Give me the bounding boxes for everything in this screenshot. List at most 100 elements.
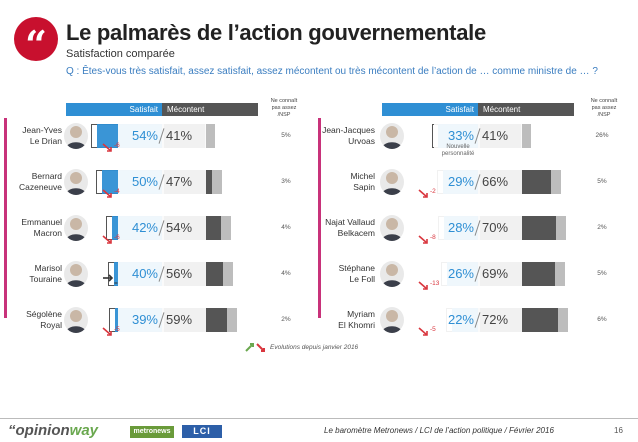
- mecontent-value: 72%: [482, 312, 509, 327]
- mecontent-value: 59%: [166, 312, 193, 327]
- new-personality-note: Nouvelle: [446, 144, 470, 150]
- satisfait-value: 50%: [131, 174, 158, 189]
- mecontent-value: 70%: [482, 220, 509, 235]
- minister-name: Stéphane: [338, 263, 375, 273]
- mecontent-value: 69%: [482, 266, 509, 281]
- nsp-value: 4%: [281, 270, 291, 277]
- trend-down-icon: [102, 140, 114, 152]
- nsp-value: 5%: [281, 132, 291, 139]
- page-title: Le palmarès de l’action gouvernementale: [66, 20, 486, 45]
- evolution-value: =: [114, 280, 118, 287]
- nsp-header: Ne connaît: [590, 98, 618, 104]
- evolution-value: -8: [430, 234, 436, 241]
- logo-way-text: way: [69, 422, 99, 439]
- trend-down-icon: [102, 232, 114, 244]
- evolution-value: -5: [114, 326, 120, 333]
- nsp-header: /NSP: [277, 112, 291, 118]
- minister-name: Najat Vallaud: [325, 217, 375, 227]
- footer-divider: [0, 418, 638, 419]
- minister-name: Michel: [350, 171, 375, 181]
- minister-name: Macron: [33, 228, 62, 238]
- nsp-value: 6%: [597, 316, 607, 323]
- nsp-header: /NSP: [597, 112, 611, 118]
- satisfait-value: 39%: [131, 312, 158, 327]
- nsp-value: 3%: [281, 178, 291, 185]
- page-number: 16: [614, 426, 623, 435]
- nsp-header: Ne connaît: [270, 98, 298, 104]
- minister-photo: [380, 169, 404, 195]
- lci-logo: LCI: [182, 425, 222, 438]
- quote-logo-icon: “: [14, 17, 58, 67]
- evolution-legend: Evolutions depuis janvier 2016: [270, 344, 359, 351]
- opinionway-logo: “opinionway: [8, 422, 99, 439]
- nsp-header: pas assez: [591, 105, 617, 111]
- minister-photo: [64, 261, 88, 287]
- minister-name: Bernard: [31, 171, 62, 181]
- nsp-value: 4%: [281, 224, 291, 231]
- satisfait-value: 26%: [447, 266, 474, 281]
- trend-down-icon: [102, 324, 114, 336]
- minister-name: Myriam: [347, 309, 375, 319]
- minister-photo: [64, 307, 88, 333]
- mecontent-value: 41%: [482, 128, 509, 143]
- mecontent-value: 66%: [482, 174, 509, 189]
- minister-photo: [380, 261, 404, 287]
- minister-photo: [64, 215, 88, 241]
- nsp-value: 26%: [595, 132, 609, 139]
- minister-name: Jean-Jacques: [322, 125, 375, 135]
- minister-photo: [380, 215, 404, 241]
- nsp-header: pas assez: [271, 105, 297, 111]
- evolution-value: -13: [430, 280, 440, 287]
- minister-photo: [380, 123, 404, 149]
- satisfait-value: 28%: [447, 220, 474, 235]
- minister-name: Emmanuel: [21, 217, 62, 227]
- trend-down-icon: [418, 278, 430, 290]
- nsp-value: 5%: [597, 178, 607, 185]
- mecontent-value: 56%: [166, 266, 193, 281]
- satisfait-value: 54%: [131, 128, 158, 143]
- panel-accent-bar: [4, 118, 7, 318]
- evolution-value: -6: [114, 234, 120, 241]
- minister-photo: [380, 307, 404, 333]
- mecontent-value: 54%: [166, 220, 193, 235]
- evolution-value: -6: [114, 142, 120, 149]
- logo-opinion-text: opinion: [15, 422, 70, 439]
- minister-name: Royal: [40, 320, 62, 330]
- evolution-value: -2: [430, 188, 436, 195]
- minister-name: Cazeneuve: [18, 182, 62, 192]
- satisfait-value: 29%: [447, 174, 474, 189]
- satisfait-header: Satisfait: [382, 103, 478, 116]
- mecontent-value: 41%: [166, 128, 193, 143]
- nsp-value: 2%: [281, 316, 291, 323]
- panel-accent-bar: [318, 118, 321, 318]
- satisfait-value: 40%: [131, 266, 158, 281]
- minister-name: Ségolène: [26, 309, 62, 319]
- mecontent-value: 47%: [166, 174, 193, 189]
- satisfait-header: Satisfait: [66, 103, 162, 116]
- metronews-logo: metronews: [130, 426, 174, 438]
- trend-flat-icon: [102, 270, 114, 282]
- trend-down-icon: [418, 186, 430, 198]
- minister-photo: [64, 169, 88, 195]
- satisfait-value: 22%: [447, 312, 474, 327]
- trend-down-icon: [418, 324, 430, 336]
- minister-photo: [64, 123, 88, 149]
- footer-source: Le baromètre Metronews / LCI de l’action…: [324, 426, 554, 435]
- evolution-value: -4: [114, 188, 120, 195]
- evolution-value: -5: [430, 326, 436, 333]
- satisfait-value: 33%: [447, 128, 474, 143]
- minister-name: Urvoas: [348, 136, 375, 146]
- minister-name: Le Foll: [349, 274, 375, 284]
- minister-name: Marisol: [34, 263, 62, 273]
- minister-name: Sapin: [353, 182, 375, 192]
- nsp-value: 2%: [597, 224, 607, 231]
- satisfait-value: 42%: [131, 220, 158, 235]
- page-subtitle: Satisfaction comparée: [66, 48, 175, 60]
- evolution-legend-icon: [244, 340, 268, 352]
- minister-name: Touraine: [29, 274, 62, 284]
- minister-name: El Khomri: [338, 320, 375, 330]
- trend-down-icon: [102, 186, 114, 198]
- nsp-value: 5%: [597, 270, 607, 277]
- new-personality-note: personnalité: [441, 151, 475, 157]
- mecontent-header: Mécontent: [478, 103, 574, 116]
